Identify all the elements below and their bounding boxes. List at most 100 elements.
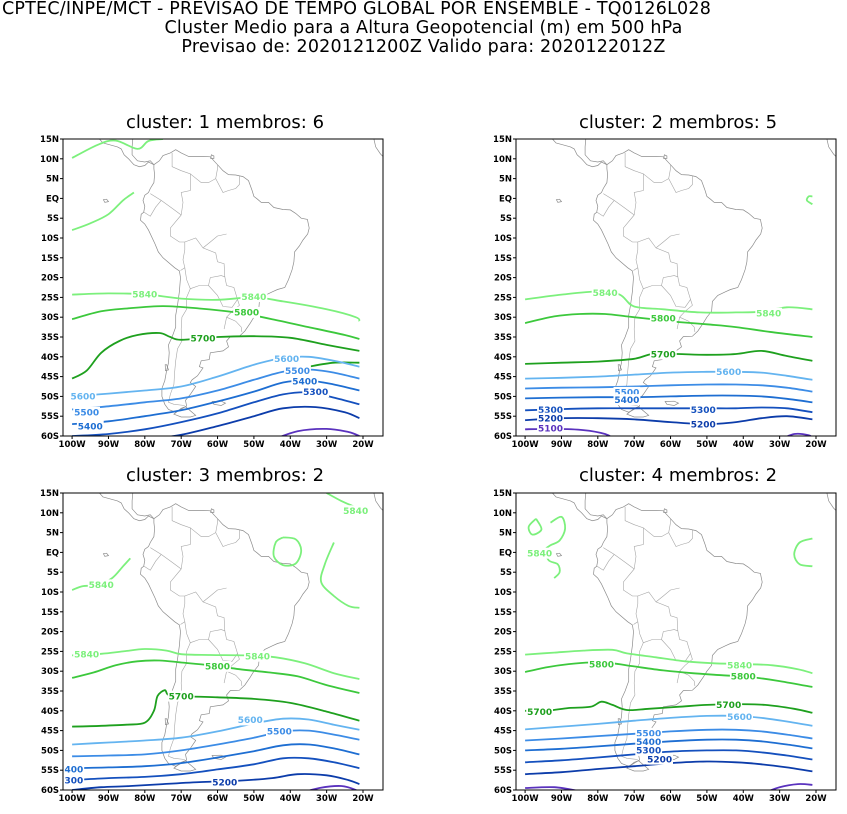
- lon-label: 60W: [207, 440, 229, 450]
- contour-label: 5600: [716, 368, 741, 378]
- country-border: [184, 237, 226, 290]
- map-svg-1: 5840 584058005700560055005400530056005500…: [40, 135, 384, 450]
- island-outline: [102, 552, 110, 557]
- island-outline: [164, 718, 169, 726]
- contour-label: 5600: [238, 716, 263, 726]
- map-panel-3: 5840 5840 5840 5840 5800 5700 5600 5500 400 300 52…: [0, 484, 400, 814]
- map-content: 5840584058005700560055005400530052005100…: [524, 139, 836, 436]
- lat-label: 40S: [41, 353, 59, 363]
- contour-label: 5840: [343, 507, 368, 517]
- lat-label: 15S: [41, 608, 59, 618]
- contour-label: 5300: [691, 406, 716, 416]
- contour-label: 5840: [527, 550, 552, 560]
- lat-label: 45S: [41, 727, 59, 737]
- contour-label: 400: [65, 766, 84, 776]
- country-border: [190, 164, 218, 183]
- country-border: [679, 316, 696, 332]
- contour-label: 5400: [78, 422, 103, 432]
- lon-label: 70W: [171, 794, 193, 804]
- lat-label: 35S: [41, 333, 59, 343]
- contour-label: 5840: [89, 581, 114, 591]
- lon-label: 50W: [243, 794, 265, 804]
- country-border: [184, 591, 226, 644]
- map-panel-1: 5840 5840 5800 5700 5600 5500 5400 5300 5600 5500…: [0, 130, 400, 460]
- lon-label: 20W: [352, 794, 374, 804]
- coastline: [826, 139, 836, 157]
- contour-label-bg: [729, 670, 757, 682]
- lat-label: 5S: [47, 568, 59, 578]
- lon-label: 90W: [98, 440, 120, 450]
- lat-label: 20S: [41, 628, 59, 638]
- contour-label: 5840: [727, 662, 752, 672]
- contour-label: 5800: [205, 663, 230, 673]
- header-line-1: CPTEC/INPE/MCT - PREVISAO DE TEMPO GLOBA…: [2, 0, 712, 19]
- isoline-5700: [525, 700, 813, 714]
- lat-label: 20S: [494, 274, 512, 284]
- contour-label-bg: [726, 711, 753, 723]
- lat-label: 20S: [41, 274, 59, 284]
- lon-label: 50W: [696, 440, 718, 450]
- country-border: [226, 316, 243, 332]
- coastline: [140, 503, 310, 767]
- contour-label-bg: [635, 727, 663, 739]
- contour-label: 5600: [274, 355, 299, 365]
- contour-label-bg: [236, 714, 264, 726]
- lat-label: 40S: [494, 353, 512, 363]
- lon-label: 40W: [280, 794, 302, 804]
- isoline-5840: [319, 542, 360, 609]
- coastline: [826, 493, 836, 511]
- lon-label: 80W: [587, 440, 609, 450]
- contour-label-bg: [646, 753, 673, 765]
- contour-label-bg: [649, 312, 677, 324]
- lat-label: 10S: [494, 588, 512, 598]
- country-border: [643, 164, 671, 183]
- isoline-5100: [525, 786, 579, 790]
- lat-label: 30S: [41, 667, 59, 677]
- contour-label-bg: [613, 394, 641, 406]
- contour-label-bg: [63, 774, 85, 786]
- lat-label: 20S: [494, 628, 512, 638]
- country-border: [596, 554, 615, 571]
- contour-label-bg: [87, 579, 115, 591]
- isoline-5600: [72, 355, 360, 398]
- isoline-5300: [525, 749, 813, 764]
- lat-label: 60S: [494, 432, 512, 442]
- contour-label: 5840: [74, 651, 99, 661]
- country-border: [215, 175, 240, 193]
- contour-label: 5800: [234, 309, 259, 319]
- coastline: [99, 493, 155, 522]
- lat-label: 30S: [494, 313, 512, 323]
- map-frame: [62, 138, 384, 437]
- map-panel-2: 5840 5840 5800 5700 5600 5500 5400 5300 5200 5100…: [453, 130, 847, 460]
- country-border: [603, 193, 635, 216]
- lat-label: 35S: [494, 333, 512, 343]
- lon-label: 20W: [352, 440, 374, 450]
- contour-label-bg: [167, 690, 195, 702]
- map-frame: [62, 492, 384, 791]
- country-border: [668, 175, 693, 193]
- island-outline: [663, 508, 668, 513]
- contour-label: 5800: [589, 660, 614, 670]
- coastline: [552, 493, 608, 522]
- lat-label: 30S: [494, 667, 512, 677]
- map-svg-2: 5840584058005700560055005400530052005100…: [493, 135, 837, 450]
- country-border: [603, 547, 635, 570]
- country-border: [150, 193, 182, 216]
- island-outline: [210, 154, 215, 159]
- island-outline: [349, 489, 353, 492]
- isoline-5200: [168, 405, 360, 436]
- country-border: [676, 299, 693, 330]
- isoline-5840: [544, 515, 567, 579]
- contour-label: 5300: [538, 406, 563, 416]
- lat-label: 35S: [41, 687, 59, 697]
- contour-label-bg: [291, 375, 319, 387]
- contour-label: 5200: [647, 755, 672, 765]
- contour-label: 5200: [212, 778, 237, 788]
- lat-label: 10N: [40, 509, 59, 519]
- lat-label: 30S: [41, 313, 59, 323]
- lat-label: 50S: [494, 746, 512, 756]
- lon-label: 60W: [660, 794, 682, 804]
- country-border: [208, 630, 238, 662]
- contour-label: 5400: [636, 738, 661, 748]
- country-border: [202, 587, 227, 603]
